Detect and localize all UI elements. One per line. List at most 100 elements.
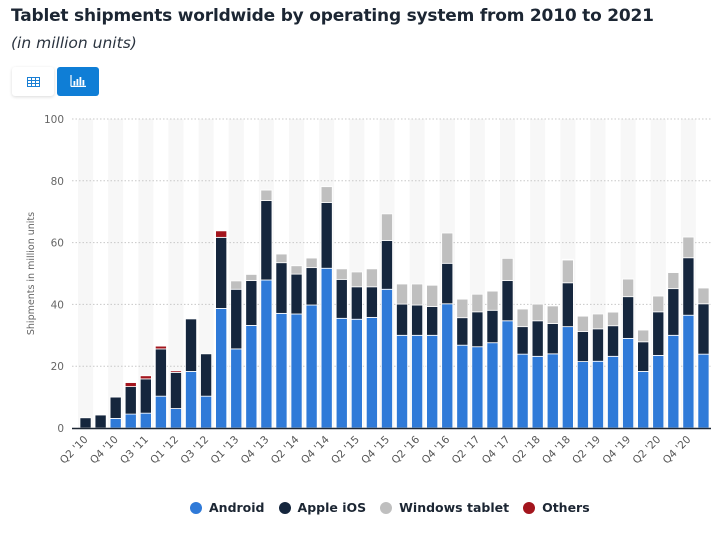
bar-segment-apple-ios[interactable]: [320, 202, 333, 269]
bar-segment-android[interactable]: [546, 353, 559, 429]
bar-segment-android[interactable]: [365, 316, 378, 429]
bar-segment-android[interactable]: [230, 348, 243, 429]
bar-segment-others[interactable]: [124, 382, 137, 387]
bar-segment-others[interactable]: [169, 370, 182, 373]
bar-segment-apple-ios[interactable]: [350, 286, 363, 320]
bar-segment-apple-ios[interactable]: [531, 320, 544, 357]
bar-segment-windows-tablet[interactable]: [245, 274, 258, 282]
bar-segment-android[interactable]: [169, 408, 182, 429]
bar-segment-others[interactable]: [215, 230, 228, 238]
bar-segment-apple-ios[interactable]: [501, 280, 514, 322]
bar-segment-windows-tablet[interactable]: [335, 268, 348, 280]
bar-segment-android[interactable]: [426, 334, 439, 429]
bar-segment-apple-ios[interactable]: [230, 288, 243, 350]
bar-segment-apple-ios[interactable]: [576, 331, 589, 362]
bar-segment-android[interactable]: [471, 346, 484, 429]
bar-segment-apple-ios[interactable]: [245, 280, 258, 326]
bar-segment-apple-ios[interactable]: [652, 311, 665, 356]
bar-segment-android[interactable]: [215, 308, 228, 429]
legend-item-apple-ios[interactable]: Apple iOS: [278, 500, 366, 515]
bar-segment-windows-tablet[interactable]: [531, 303, 544, 322]
table-view-button[interactable]: [12, 67, 54, 96]
bar-segment-android[interactable]: [682, 314, 695, 429]
bar-segment-apple-ios[interactable]: [290, 273, 303, 315]
legend-item-others[interactable]: Others: [523, 500, 590, 515]
bar-segment-android[interactable]: [350, 318, 363, 429]
bar-segment-android[interactable]: [109, 418, 122, 429]
bar-segment-android[interactable]: [200, 395, 213, 429]
bar-segment-apple-ios[interactable]: [441, 262, 454, 305]
bar-segment-apple-ios[interactable]: [79, 417, 92, 429]
bar-segment-android[interactable]: [260, 279, 273, 429]
bar-segment-android[interactable]: [622, 337, 635, 429]
bar-segment-apple-ios[interactable]: [109, 396, 122, 419]
bar-segment-windows-tablet[interactable]: [380, 213, 393, 241]
bar-segment-windows-tablet[interactable]: [576, 315, 589, 332]
bar-segment-android[interactable]: [139, 412, 152, 429]
bar-segment-android[interactable]: [486, 342, 499, 429]
bar-segment-windows-tablet[interactable]: [501, 257, 514, 282]
bar-segment-windows-tablet[interactable]: [230, 280, 243, 290]
bar-segment-android[interactable]: [576, 361, 589, 429]
bar-segment-android[interactable]: [456, 344, 469, 429]
bar-segment-android[interactable]: [245, 325, 258, 429]
bar-segment-windows-tablet[interactable]: [622, 278, 635, 298]
bar-segment-apple-ios[interactable]: [260, 200, 273, 281]
bar-segment-windows-tablet[interactable]: [275, 253, 288, 264]
bar-segment-windows-tablet[interactable]: [591, 313, 604, 330]
bar-segment-android[interactable]: [275, 312, 288, 429]
bar-segment-apple-ios[interactable]: [396, 303, 409, 336]
bar-segment-apple-ios[interactable]: [546, 323, 559, 355]
bar-segment-android[interactable]: [185, 371, 198, 429]
bar-segment-windows-tablet[interactable]: [546, 305, 559, 324]
bar-segment-android[interactable]: [697, 353, 710, 429]
bar-segment-windows-tablet[interactable]: [365, 268, 378, 288]
bar-segment-android[interactable]: [320, 267, 333, 429]
bar-segment-apple-ios[interactable]: [607, 325, 620, 357]
legend-item-windows-tablet[interactable]: Windows tablet: [380, 500, 509, 515]
bar-segment-apple-ios[interactable]: [471, 311, 484, 348]
bar-segment-android[interactable]: [531, 355, 544, 429]
bar-segment-apple-ios[interactable]: [335, 278, 348, 319]
bar-segment-apple-ios[interactable]: [456, 317, 469, 346]
bar-segment-android[interactable]: [124, 413, 137, 429]
chart-view-button[interactable]: [57, 67, 99, 96]
bar-segment-apple-ios[interactable]: [200, 353, 213, 397]
bar-segment-windows-tablet[interactable]: [667, 272, 680, 290]
bar-segment-windows-tablet[interactable]: [350, 271, 363, 288]
bar-segment-apple-ios[interactable]: [94, 414, 107, 429]
bar-segment-apple-ios[interactable]: [305, 267, 318, 306]
bar-segment-apple-ios[interactable]: [622, 296, 635, 339]
bar-segment-windows-tablet[interactable]: [516, 308, 529, 328]
bar-segment-windows-tablet[interactable]: [320, 186, 333, 203]
bar-segment-others[interactable]: [139, 375, 152, 380]
bar-segment-apple-ios[interactable]: [185, 318, 198, 372]
bar-segment-android[interactable]: [501, 320, 514, 429]
bar-segment-android[interactable]: [154, 395, 167, 429]
bar-segment-others[interactable]: [561, 258, 574, 261]
bar-segment-windows-tablet[interactable]: [637, 329, 650, 343]
bar-segment-android[interactable]: [335, 317, 348, 429]
bar-segment-apple-ios[interactable]: [380, 240, 393, 290]
bar-segment-windows-tablet[interactable]: [305, 257, 318, 269]
bar-segment-android[interactable]: [305, 304, 318, 429]
bar-segment-android[interactable]: [607, 355, 620, 429]
bar-segment-android[interactable]: [290, 313, 303, 429]
bar-segment-windows-tablet[interactable]: [682, 236, 695, 259]
bar-segment-windows-tablet[interactable]: [471, 293, 484, 313]
legend-item-android[interactable]: Android: [190, 500, 265, 515]
bar-segment-windows-tablet[interactable]: [441, 232, 454, 264]
bar-segment-apple-ios[interactable]: [561, 282, 574, 328]
bar-segment-apple-ios[interactable]: [139, 378, 152, 414]
bar-segment-apple-ios[interactable]: [154, 348, 167, 397]
bar-segment-android[interactable]: [411, 334, 424, 429]
bar-segment-apple-ios[interactable]: [426, 306, 439, 336]
bar-segment-apple-ios[interactable]: [697, 303, 710, 355]
bar-segment-windows-tablet[interactable]: [411, 283, 424, 306]
bar-segment-apple-ios[interactable]: [682, 257, 695, 316]
bar-segment-windows-tablet[interactable]: [456, 298, 469, 319]
bar-segment-apple-ios[interactable]: [411, 304, 424, 336]
bar-segment-apple-ios[interactable]: [215, 236, 228, 309]
bar-segment-windows-tablet[interactable]: [396, 283, 409, 305]
bar-segment-android[interactable]: [561, 326, 574, 429]
